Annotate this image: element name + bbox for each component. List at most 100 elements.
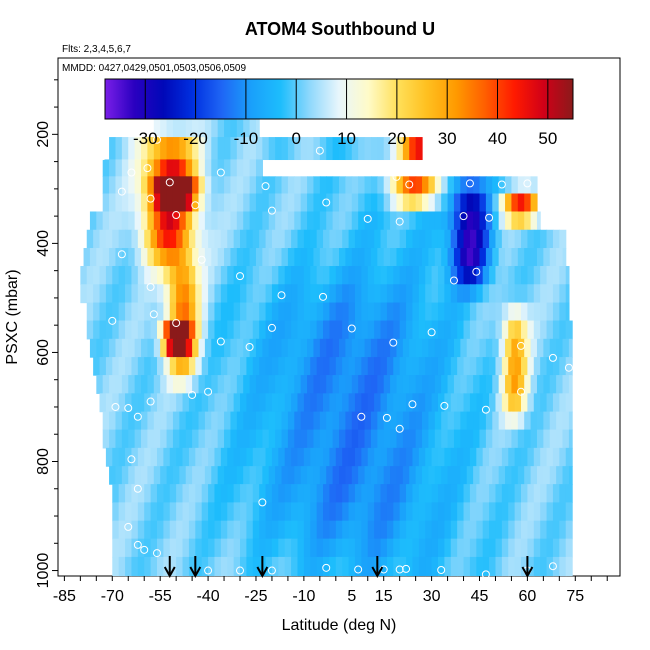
- heatmap-cell: [418, 284, 426, 304]
- heatmap-cell: [131, 302, 139, 322]
- heatmap-cell: [406, 357, 414, 376]
- heatmap-cell: [380, 520, 388, 540]
- heatmap-cell: [492, 411, 500, 431]
- observation-point: [188, 390, 197, 399]
- observation-point: [172, 319, 181, 327]
- heatmap-cell: [386, 556, 394, 577]
- heatmap-cell: [434, 338, 442, 358]
- heatmap-cell: [300, 211, 308, 231]
- heatmap-cell: [329, 520, 337, 540]
- heatmap-cell: [153, 466, 161, 485]
- x-tick-label: -40: [197, 588, 220, 605]
- heatmap-cell: [460, 375, 468, 394]
- heatmap-cell: [482, 502, 490, 522]
- heatmap-cell: [297, 502, 305, 522]
- heatmap-cell: [230, 109, 238, 138]
- heatmap-cell: [546, 520, 554, 540]
- observation-point: [459, 212, 468, 221]
- heatmap-cell: [281, 176, 289, 195]
- heatmap-cell: [358, 211, 366, 231]
- colorbar-tick-label: -20: [183, 129, 208, 148]
- heatmap-cell: [262, 211, 270, 231]
- heatmap-cell: [399, 357, 407, 376]
- heatmap-cell: [549, 248, 557, 267]
- heatmap-cell: [150, 556, 158, 577]
- heatmap-cell: [284, 284, 292, 304]
- heatmap-cell: [485, 429, 493, 449]
- heatmap-cell: [437, 266, 445, 285]
- heatmap-cell: [498, 411, 506, 431]
- heatmap-cell: [291, 538, 299, 558]
- heatmap-cell: [437, 302, 445, 322]
- heatmap-cell: [354, 302, 362, 322]
- heatmap-cell: [524, 429, 532, 449]
- heatmap-cell: [182, 302, 190, 322]
- heatmap-cell: [176, 447, 184, 467]
- heatmap-cell: [319, 211, 327, 231]
- heatmap-cell: [339, 137, 346, 161]
- heatmap-cell: [176, 302, 184, 322]
- heatmap-cell: [240, 502, 247, 522]
- heatmap-cell: [425, 502, 433, 522]
- heatmap-cell: [348, 556, 356, 577]
- heatmap-cell: [220, 357, 228, 376]
- heatmap-cell: [179, 375, 187, 394]
- heatmap-cell: [99, 284, 107, 304]
- heatmap-cell: [348, 320, 356, 340]
- heatmap-cell: [495, 484, 503, 503]
- heatmap-cell: [457, 393, 465, 413]
- heatmap-cell: [118, 266, 126, 285]
- heatmap-cell: [437, 538, 445, 558]
- heatmap-cell: [112, 266, 120, 285]
- heatmap-cell: [294, 248, 302, 267]
- heatmap-cell: [412, 484, 420, 503]
- heatmap-cell: [153, 137, 161, 161]
- heatmap-cell: [335, 320, 343, 340]
- heatmap-cell: [501, 447, 509, 467]
- heatmap-cell: [501, 229, 509, 249]
- heatmap-cell: [300, 193, 308, 213]
- heatmap-cell: [310, 556, 318, 577]
- heatmap-cell: [294, 429, 302, 449]
- heatmap-cell: [326, 176, 334, 195]
- heatmap-cell: [303, 393, 311, 413]
- heatmap-cell: [169, 229, 177, 249]
- heatmap-cell: [533, 320, 541, 340]
- heatmap-cell: [105, 284, 113, 304]
- heatmap-cell: [361, 502, 369, 522]
- heatmap-cell: [134, 176, 142, 195]
- heatmap-cell: [530, 176, 538, 195]
- heatmap-cell: [217, 159, 225, 177]
- heatmap-cell: [437, 357, 445, 376]
- heatmap-cell: [568, 411, 573, 431]
- heatmap-cell: [380, 320, 388, 340]
- heatmap-cell: [460, 429, 468, 449]
- heatmap-cell: [163, 229, 171, 249]
- heatmap-cell: [469, 357, 477, 376]
- observation-point: [60, 261, 69, 270]
- heatmap-cell: [316, 229, 324, 249]
- heatmap-cell: [469, 284, 477, 304]
- heatmap-cell: [134, 248, 142, 267]
- heatmap-cell: [399, 393, 407, 413]
- heatmap-cell: [233, 320, 241, 340]
- heatmap-cell: [469, 266, 477, 285]
- heatmap-cell: [367, 538, 375, 558]
- heatmap-cell: [527, 520, 535, 540]
- heatmap-cell: [517, 429, 525, 449]
- heatmap-cell: [204, 193, 212, 213]
- heatmap-cell: [310, 357, 318, 376]
- heatmap-cell: [364, 375, 372, 394]
- heatmap-cell: [508, 484, 516, 503]
- heatmap-cell: [565, 302, 570, 322]
- heatmap-cell: [332, 211, 340, 231]
- heatmap-cell: [115, 176, 123, 195]
- heatmap-cell: [549, 429, 557, 449]
- heatmap-cell: [137, 320, 145, 340]
- heatmap-cell: [198, 248, 206, 267]
- heatmap-cell: [428, 411, 436, 431]
- heatmap-cell: [275, 193, 283, 213]
- heatmap-cell: [495, 284, 503, 304]
- heatmap-cell: [297, 484, 305, 503]
- heatmap-cell: [131, 520, 139, 540]
